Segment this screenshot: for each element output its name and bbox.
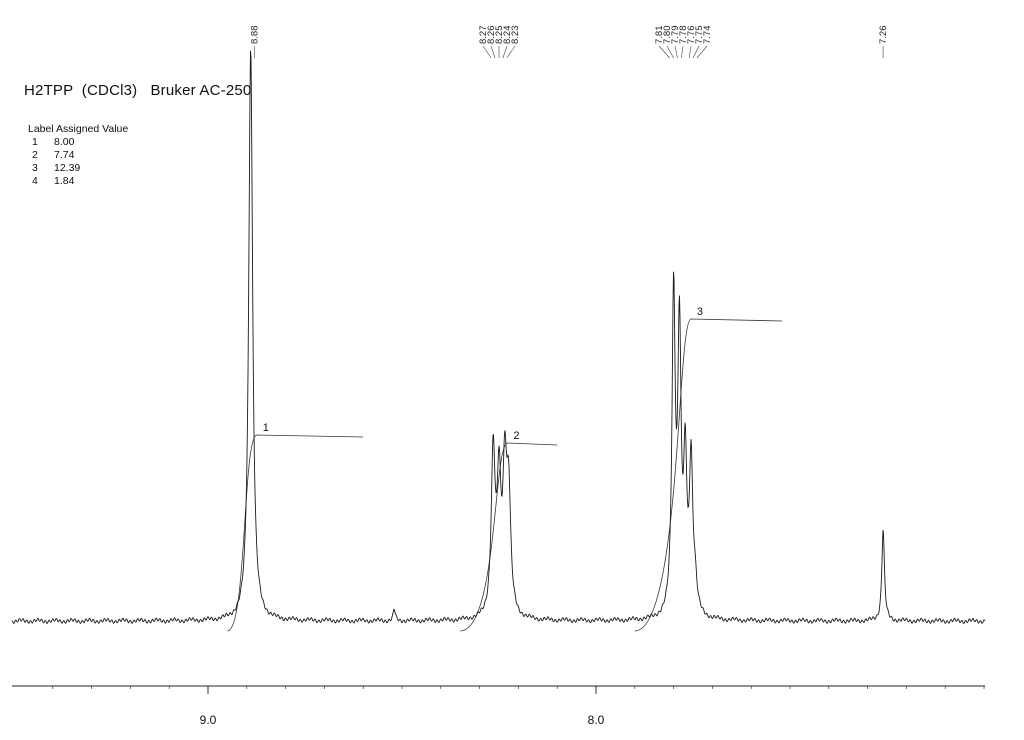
integral-label: 1 [263,422,269,434]
peak-leader-line [502,45,508,59]
peak-leader-line [681,45,684,59]
peak-leader-line [666,45,674,59]
peak-leader-line [506,45,516,59]
peak-label: 7.78 [678,26,689,45]
peak-label: 8.26 [486,26,497,45]
integral-table-row: 4 1.84 [28,175,128,188]
integral-curve [227,434,364,632]
peak-label: 7.75 [694,26,705,45]
peak-label: 7.81 [654,26,665,45]
peak-leader-line [658,45,670,59]
integral-row-label: 4 [32,175,38,187]
x-axis: 9.0 8.0 [12,685,985,727]
integral-row-label: 1 [32,136,38,148]
integral-table-row: 2 7.74 [28,149,128,162]
peak-leader-line [696,45,708,59]
integral-table-row: 3 12.39 [28,162,128,175]
peak-label-group: 8.88 8.278.268.258.248.23 7.817.807.797.78… [250,26,889,59]
peak-label: 7.80 [662,26,673,45]
integral-row-value: 7.74 [54,149,75,161]
integral-table-header: Label Assigned Value [28,123,129,135]
peak-leader-line [688,45,692,59]
peak-leader-line [482,45,492,59]
peak-label: 7.26 [878,26,889,45]
peak-label: 8.88 [250,26,261,45]
peak-label: 8.23 [510,26,521,45]
integral-row-label: 3 [32,162,38,174]
integral-curve [634,318,783,632]
integral-row-value: 1.84 [54,175,75,187]
integral-row-value: 8.00 [54,136,75,148]
x-axis-tick-label: 8.0 [588,713,605,727]
integral-curves: 1 2 3 [227,306,783,632]
peak-label: 8.25 [494,26,505,45]
spectrum-title: H2TPP (CDCl3) Bruker AC-250 [24,82,252,99]
spectrum-trace [11,50,986,625]
integral-table-row: 1 8.00 [28,136,128,149]
integral-row-label: 2 [32,149,38,161]
peak-label: 8.24 [502,26,513,45]
integral-curve [460,442,558,632]
x-axis-tick-label: 9.0 [200,713,217,727]
peak-label: 7.79 [670,26,681,45]
peak-leader-line [674,45,678,59]
peak-label: 8.27 [478,26,489,45]
integral-label: 3 [697,306,703,318]
spectrum-trace-group [11,50,986,625]
peak-leader-line [692,45,700,59]
peak-leader-line [490,45,496,59]
integral-table: Label Assigned Value 1 8.00 2 7.74 3 12.… [28,123,128,188]
peak-label: 7.74 [702,26,713,45]
integral-row-value: 12.39 [54,162,81,174]
peak-label: 7.76 [686,26,697,45]
integral-label: 2 [513,430,519,442]
